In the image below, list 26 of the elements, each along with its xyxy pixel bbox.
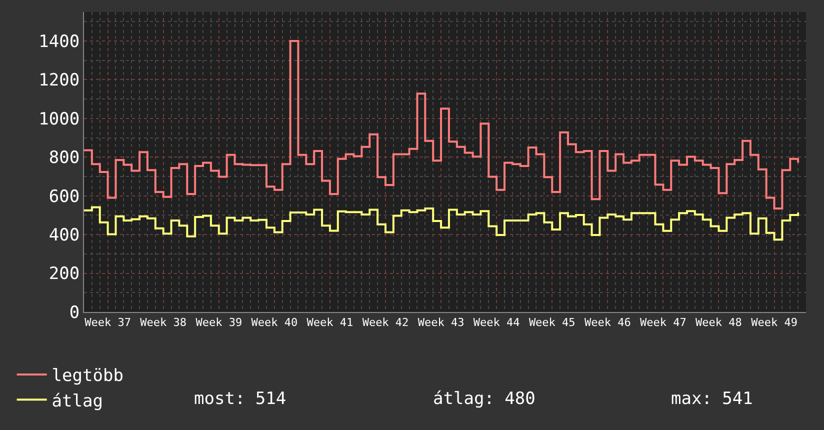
y-tick-label: 800 [48, 148, 80, 168]
y-tick-label: 400 [48, 226, 80, 246]
x-tick-label: Week 49 [751, 316, 798, 330]
x-tick-label: Week 45 [528, 316, 576, 330]
text: max: 541 [671, 389, 753, 409]
x-tick-label: Week 41 [306, 316, 354, 330]
x-tick-label: Week 47 [640, 316, 686, 330]
x-tick-label: Week 48 [696, 316, 742, 330]
x-tick-label: Week 46 [584, 316, 631, 330]
x-tick-label: Week 43 [418, 316, 464, 330]
x-tick-label: Week 39 [196, 316, 242, 330]
x-tick-label: Week 42 [362, 316, 409, 330]
x-tick-label: Week 37 [84, 316, 131, 330]
legend-label: legtöbb [52, 366, 124, 386]
y-tick-label: 200 [48, 264, 80, 284]
y-tick-label: 0 [69, 302, 80, 323]
y-tick-label: 600 [48, 186, 80, 207]
text: átlag: 480 [433, 389, 536, 409]
y-tick-label: 1200 [38, 70, 80, 91]
legend-label: átlag [52, 391, 103, 412]
x-tick-label: Week 38 [140, 316, 187, 330]
text: most: 514 [194, 389, 286, 409]
y-tick-label: 1400 [38, 32, 80, 52]
x-tick-label: Week 44 [473, 316, 520, 330]
x-tick-label: Week 40 [251, 316, 298, 330]
y-tick-label: 1000 [38, 109, 80, 130]
